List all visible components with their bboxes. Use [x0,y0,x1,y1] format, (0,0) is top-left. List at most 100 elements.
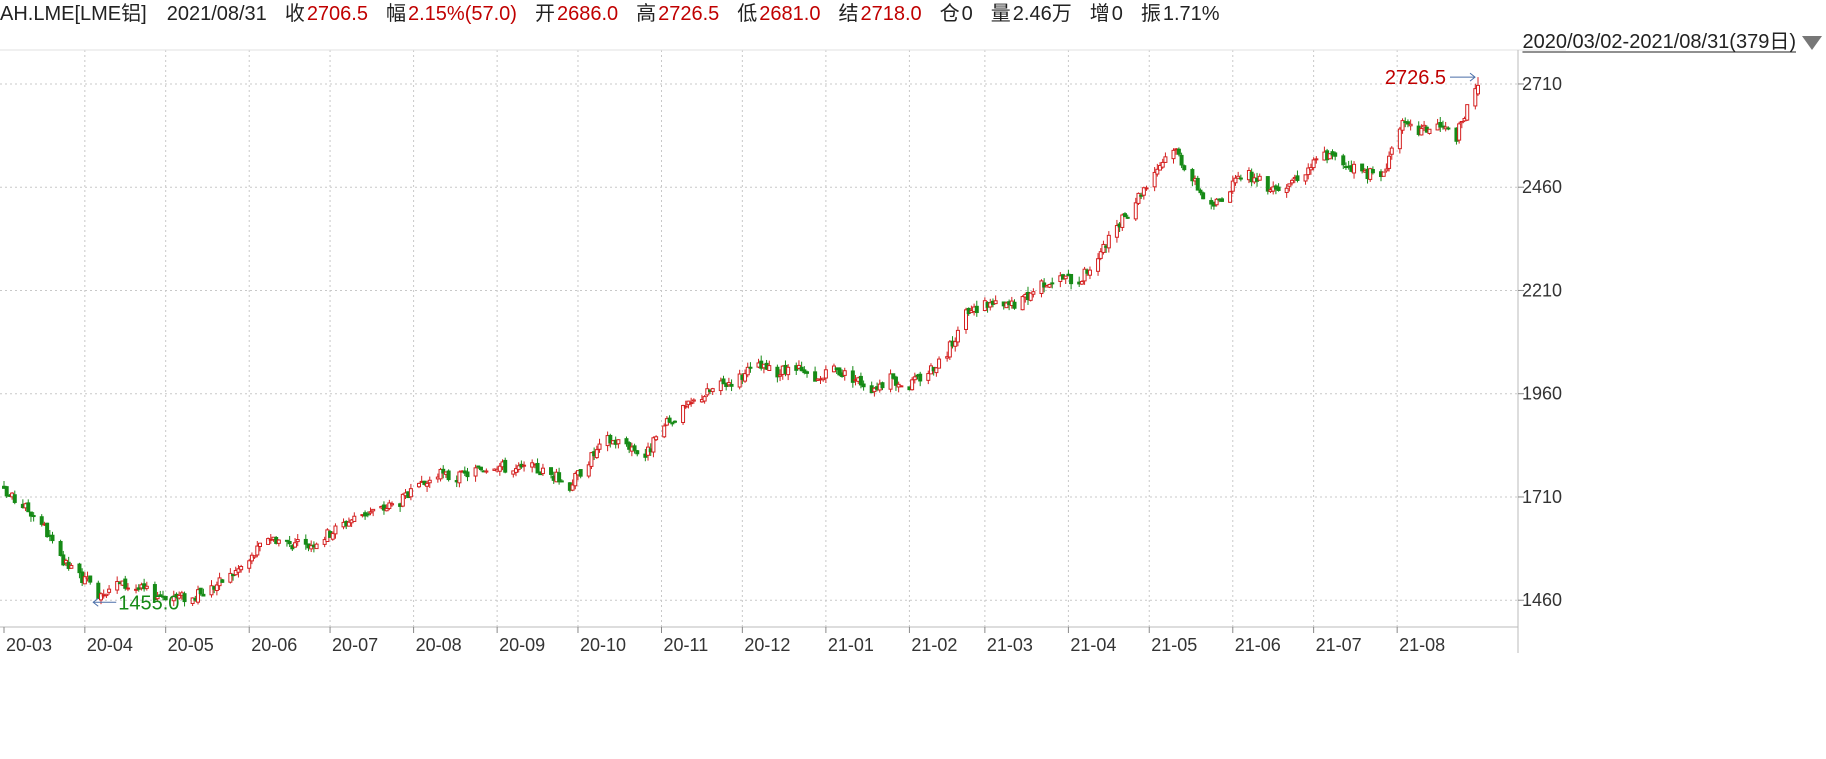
candle-body-down [1220,198,1225,202]
max-marker-arrow [1469,72,1476,82]
candle [1443,121,1448,132]
grid-lines [0,50,1518,627]
candle-body-up [255,545,260,556]
x-tick-label: 21-06 [1235,635,1281,655]
candle-body-up [190,597,195,604]
candle-body-up [134,588,139,591]
y-tick-label: 1960 [1522,384,1562,404]
candle [1446,126,1451,131]
candle [1163,152,1168,163]
candle [947,340,952,361]
candle-body-down [721,378,726,385]
candle-body-down [58,541,63,557]
x-tick-label: 21-02 [911,635,957,655]
candle-body-up [1028,292,1033,301]
candle-body-up [964,309,969,330]
candle [228,568,233,584]
candle-body-down [578,469,583,477]
candle [799,361,804,372]
candle-body-up [457,471,462,484]
candle-body-up [899,385,904,388]
candle [1101,240,1106,255]
y-tick-label: 1710 [1522,487,1562,507]
candle [1195,175,1200,191]
quote-field-value: 0 [962,3,973,25]
candle-body-down [158,594,163,597]
candle [478,466,483,472]
candle-body-down [1405,121,1410,125]
y-tick-label: 2210 [1522,280,1562,300]
candle [473,464,478,482]
candle-body-up [710,388,715,393]
candle-body-down [880,382,885,389]
candle [390,501,395,507]
candle [284,539,289,547]
candle [63,558,68,567]
candle [1284,184,1289,198]
candle [858,372,863,389]
candle [1230,175,1235,195]
candle-body-up [1473,88,1478,107]
date-range-label[interactable]: 2020/03/02-2021/08/31(379日) [1522,31,1796,53]
candle [422,480,427,486]
candle [1327,153,1332,160]
quote-field-value: 2686.0 [557,3,618,25]
candle [425,480,430,492]
candle-body-down [549,467,554,475]
triangle-down-icon[interactable] [1802,36,1822,50]
candle [107,585,112,595]
candle-body-down [627,442,632,450]
candle-body-up [346,521,351,527]
candle-body-up [1136,192,1141,204]
candle-body-down [608,434,613,444]
candle-body-up [1160,161,1165,168]
candle-body-up [597,443,602,450]
candle [1400,118,1405,134]
candle-body-up [842,370,847,376]
candle-body-down [632,445,637,451]
candle [82,572,87,585]
x-tick-label: 20-10 [580,635,626,655]
candle-body-down [287,540,292,545]
candle [31,512,36,522]
candle-body-down [465,471,470,478]
candle [1158,162,1163,171]
candle [821,377,826,382]
candle [1098,248,1103,261]
candle-body-up [1133,202,1138,220]
candle [1120,213,1125,231]
candle [1079,280,1084,285]
candle-body-down [624,438,629,445]
candle [346,517,351,527]
candle [1387,151,1392,172]
candle-body-down [45,522,50,538]
candle [743,369,748,383]
candle-body-up [934,367,939,374]
candle-body-down [837,367,842,376]
candle [778,369,783,382]
candle [594,445,599,459]
y-tick-label: 2710 [1522,74,1562,94]
candle [236,565,241,578]
candle [1476,77,1480,96]
candle-body-up [737,373,742,388]
candle-body-up [497,465,502,472]
candle [1419,124,1424,136]
range-selector[interactable]: 2020/03/02-2021/08/31(379日) [1522,31,1822,53]
candle [1141,186,1146,200]
candle-body-down [136,587,141,590]
candle [381,501,386,515]
quote-field-value: 2706.5 [307,3,368,25]
symbol-name: AH.LME[LME铝] [0,2,147,25]
candle [926,370,931,385]
candle-body-down [50,534,55,542]
candle [287,535,292,548]
candle [737,369,742,390]
x-tick-label: 20-04 [87,635,133,655]
candle [1139,192,1144,200]
candle [1368,167,1373,182]
candle-body-up [683,405,688,408]
candle [1370,166,1375,175]
candle-body-down [729,383,734,387]
